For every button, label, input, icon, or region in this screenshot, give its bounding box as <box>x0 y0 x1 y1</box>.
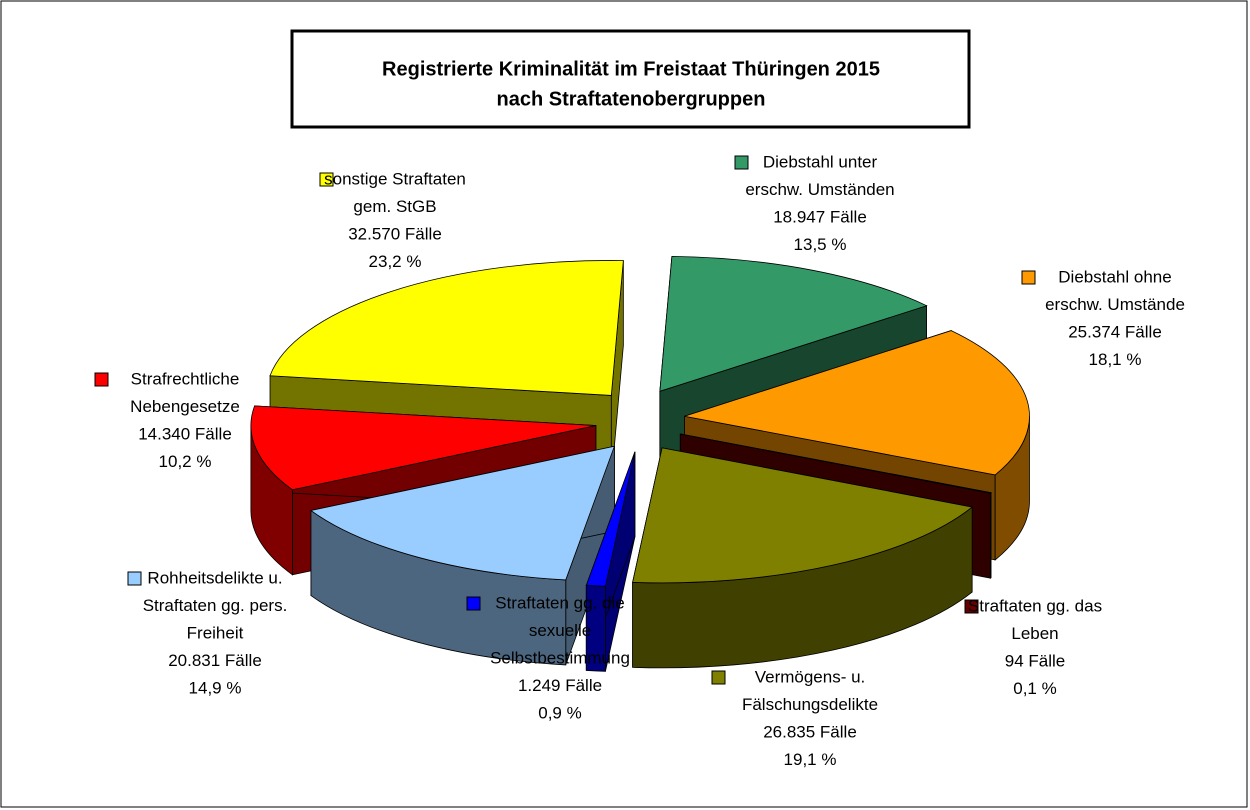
percent-label: 10,2 % <box>159 452 212 471</box>
title-box <box>290 29 971 129</box>
value-label: 18.947 Fälle <box>773 207 867 226</box>
percent-label: 19,1 % <box>784 750 837 769</box>
labels: Diebstahl unter erschw. Umständen 18.947 F… <box>94 152 1185 769</box>
slice-label: Freiheit <box>187 623 244 642</box>
slice <box>632 447 974 669</box>
slice-label: gem. StGB <box>353 197 436 216</box>
slice-label: Leben <box>1011 624 1058 643</box>
legend-swatch <box>127 571 142 586</box>
slice-top <box>585 451 636 587</box>
value-label: 32.570 Fälle <box>348 224 442 243</box>
slice-top <box>250 405 596 491</box>
slice-label: Nebengesetze <box>130 397 240 416</box>
percent-label: 14,9 % <box>189 678 242 697</box>
legend-swatch <box>964 599 979 614</box>
chart-title: Registrierte Kriminalität im Freistaat T… <box>382 58 880 80</box>
percent-label: 0,1 % <box>1013 679 1056 698</box>
slice-label: Diebstahl unter <box>763 152 878 171</box>
value-label: 94 Fälle <box>1005 651 1065 670</box>
slice-top <box>659 255 928 392</box>
slice-label: sonstige Straftaten <box>324 169 466 188</box>
slice-label: Straftaten gg. die <box>495 593 624 612</box>
slice-side <box>989 491 992 580</box>
legend-swatch <box>711 670 726 685</box>
value-label: 1.249 Fälle <box>518 676 602 695</box>
slice <box>585 451 636 672</box>
slice-top <box>310 445 616 581</box>
percent-label: 18,1 % <box>1089 350 1142 369</box>
slice-label: Rohheitsdelikte u. <box>147 568 282 587</box>
slice-label: Vermögens- u. <box>755 667 866 686</box>
legend-swatch <box>94 372 109 387</box>
percent-label: 13,5 % <box>794 235 847 254</box>
legend-swatch <box>1021 270 1036 285</box>
slice-label: Straftaten gg. das <box>968 596 1102 615</box>
slice-label: Diebstahl ohne <box>1058 267 1171 286</box>
slice-label: Fälschungsdelikte <box>742 695 878 714</box>
pie <box>250 255 1030 672</box>
slice-label: Straftaten gg. pers. <box>143 596 288 615</box>
legend-swatch <box>466 596 481 611</box>
value-label: 26.835 Fälle <box>763 722 857 741</box>
value-label: 25.374 Fälle <box>1068 322 1162 341</box>
slice-label: Strafrechtliche <box>131 369 240 388</box>
chart-title: nach Straftatenobergruppen <box>497 88 766 110</box>
slice-label: Selbstbestimmung <box>490 648 630 667</box>
slice-top <box>680 433 992 494</box>
percent-label: 23,2 % <box>369 252 422 271</box>
slice-label: sexuelle <box>529 621 591 640</box>
legend-swatch <box>319 172 334 187</box>
slice-label: erschw. Umstände <box>1045 295 1185 314</box>
slice-top <box>632 447 974 584</box>
slice <box>310 445 616 666</box>
value-label: 14.340 Fälle <box>138 424 232 443</box>
slice-top <box>269 260 624 396</box>
value-label: 20.831 Fälle <box>168 651 262 670</box>
percent-label: 0,9 % <box>538 703 581 722</box>
slice-label: erschw. Umständen <box>745 180 894 199</box>
slice-top <box>684 330 1030 476</box>
legend-swatch <box>734 155 749 170</box>
